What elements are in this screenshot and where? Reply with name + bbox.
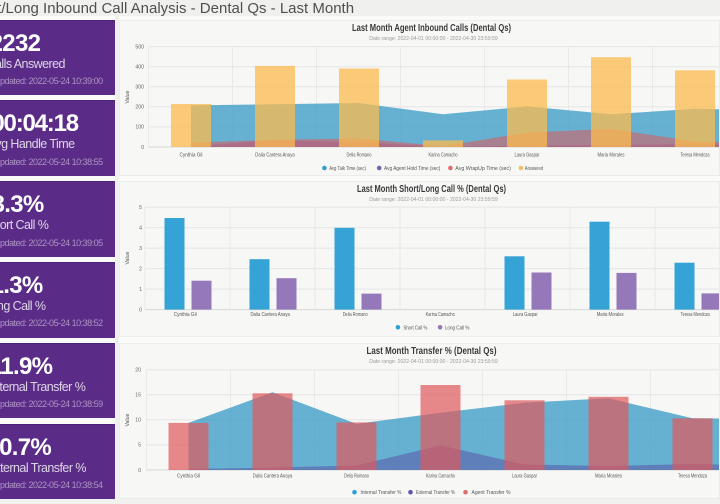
svg-text:Value: Value bbox=[125, 90, 131, 103]
svg-text:Laura Gaspar: Laura Gaspar bbox=[512, 312, 537, 318]
svg-text:0: 0 bbox=[139, 308, 142, 314]
svg-text:Delia Romano: Delia Romano bbox=[346, 153, 371, 159]
svg-text:400: 400 bbox=[135, 65, 144, 71]
svg-text:Dalia Cantera Anaya: Dalia Cantera Anaya bbox=[252, 473, 292, 479]
svg-text:Avg Talk Time (sec): Avg Talk Time (sec) bbox=[329, 166, 366, 172]
svg-text:Internal Transfer %: Internal Transfer % bbox=[360, 490, 401, 496]
svg-text:Date range: 2022-04-01 00:00:0: Date range: 2022-04-01 00:00:00 - 2022-0… bbox=[369, 359, 498, 365]
svg-text:Delia Romano: Delia Romano bbox=[344, 473, 369, 479]
svg-text:Laura Gaspar: Laura Gaspar bbox=[512, 473, 537, 479]
svg-text:Agent Transfer %: Agent Transfer % bbox=[471, 490, 510, 496]
svg-text:5: 5 bbox=[138, 442, 141, 448]
svg-text:Teresa Mendoza: Teresa Mendoza bbox=[677, 473, 706, 479]
svg-text:Value: Value bbox=[125, 413, 131, 426]
svg-text:Answered: Answered bbox=[524, 166, 542, 172]
svg-text:Karina Camacho: Karina Camacho bbox=[428, 153, 457, 159]
svg-text:Teresa Mendoza: Teresa Mendoza bbox=[680, 312, 709, 318]
svg-text:300: 300 bbox=[135, 85, 144, 91]
svg-text:Short Call %: Short Call % bbox=[403, 326, 427, 332]
svg-text:Laura Gaspar: Laura Gaspar bbox=[514, 153, 539, 159]
svg-text:Long Call %: Long Call % bbox=[444, 326, 469, 332]
svg-text:Avg WrapUp Time (sec): Avg WrapUp Time (sec) bbox=[455, 166, 511, 172]
svg-text:20: 20 bbox=[135, 367, 141, 373]
svg-text:Last Month Short/Long Call % (: Last Month Short/Long Call % (Dental Qs) bbox=[357, 184, 506, 195]
svg-text:0: 0 bbox=[138, 468, 141, 474]
svg-text:15: 15 bbox=[135, 392, 141, 398]
svg-text:5: 5 bbox=[139, 205, 142, 211]
svg-text:Last Month Transfer % (Dental: Last Month Transfer % (Dental Qs) bbox=[366, 346, 496, 357]
svg-text:500: 500 bbox=[135, 44, 144, 50]
svg-text:Delia Romano: Delia Romano bbox=[342, 312, 367, 318]
svg-text:2: 2 bbox=[139, 267, 142, 273]
svg-text:Dalia Cantera Anaya: Dalia Cantera Anaya bbox=[250, 312, 290, 318]
svg-text:Date range: 2022-04-01 00:00:0: Date range: 2022-04-01 00:00:00 - 2022-0… bbox=[369, 36, 498, 42]
svg-text:Maria Morales: Maria Morales bbox=[596, 312, 623, 318]
svg-text:Value: Value bbox=[125, 252, 131, 265]
svg-text:External Transfer %: External Transfer % bbox=[416, 490, 455, 496]
svg-text:Cynthia Gil: Cynthia Gil bbox=[179, 153, 202, 159]
svg-text:Maria Morales: Maria Morales bbox=[595, 473, 622, 479]
svg-text:4: 4 bbox=[139, 226, 142, 232]
svg-text:Teresa Mendoza: Teresa Mendoza bbox=[680, 153, 709, 159]
svg-text:0: 0 bbox=[141, 145, 144, 151]
svg-text:Karina Camacho: Karina Camacho bbox=[425, 473, 454, 479]
svg-text:Cynthia Gil: Cynthia Gil bbox=[173, 312, 196, 318]
svg-text:Dalia Cantera Anaya: Dalia Cantera Anaya bbox=[255, 153, 295, 159]
svg-text:Karina Camacho: Karina Camacho bbox=[425, 312, 454, 318]
svg-text:Date range: 2022-04-01 00:00:0: Date range: 2022-04-01 00:00:00 - 2022-0… bbox=[369, 198, 498, 204]
svg-text:Avg Agent Hold Time (sec): Avg Agent Hold Time (sec) bbox=[384, 166, 441, 172]
svg-text:200: 200 bbox=[135, 105, 144, 111]
svg-text:3: 3 bbox=[139, 246, 142, 252]
svg-text:1: 1 bbox=[139, 287, 142, 293]
svg-text:Maria Morales: Maria Morales bbox=[597, 153, 624, 159]
svg-text:100: 100 bbox=[135, 125, 144, 131]
svg-text:Last Month Agent Inbound Calls: Last Month Agent Inbound Calls (Dental Q… bbox=[352, 23, 511, 34]
svg-text:10: 10 bbox=[135, 417, 141, 423]
svg-text:Cynthia Gil: Cynthia Gil bbox=[177, 473, 200, 479]
